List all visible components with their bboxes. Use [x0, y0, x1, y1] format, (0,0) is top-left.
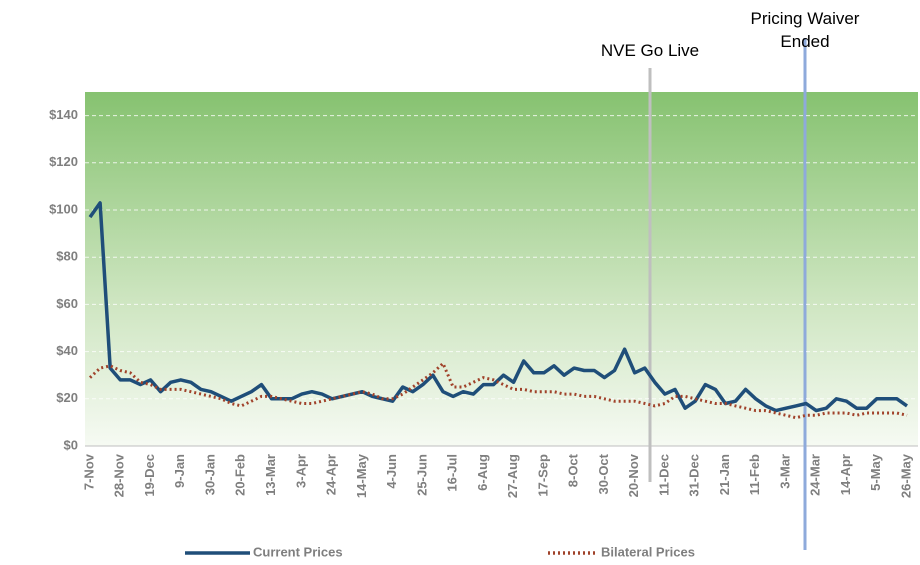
x-tick-label: 28-Nov [112, 453, 127, 497]
y-tick-label: $60 [56, 296, 78, 311]
x-tick-label: 14-May [354, 453, 369, 498]
y-tick-label: $100 [49, 201, 78, 216]
plot-area [85, 92, 918, 446]
x-tick-label: 11-Feb [747, 454, 762, 495]
x-tick-label: 21-Jan [717, 454, 732, 495]
x-tick-label: 30-Oct [596, 453, 611, 494]
annotation: NVE Go Live [600, 41, 700, 60]
x-tick-label: 25-Jun [414, 454, 429, 496]
x-tick-label: 24-Mar [808, 454, 823, 496]
legend-label: Current Prices [253, 544, 343, 559]
x-tick-label: 5-May [868, 453, 883, 491]
y-tick-label: $140 [49, 107, 78, 122]
x-tick-label: 31-Dec [687, 454, 702, 497]
series-line [88, 201, 909, 413]
x-tick-label: 20-Feb [233, 454, 248, 496]
x-tick-label: 16-Jul [445, 454, 460, 492]
x-tick-label: 20-Nov [626, 453, 641, 497]
y-tick-label: $0 [64, 437, 78, 452]
y-tick-label: $20 [56, 390, 78, 405]
y-tick-label: $40 [56, 343, 78, 358]
x-tick-label: 14-Apr [838, 454, 853, 495]
x-tick-label: 27-Aug [505, 454, 520, 498]
x-tick-label: 6-Aug [475, 454, 490, 491]
x-tick-label: 11-Dec [656, 454, 671, 496]
x-tick-label: 3-Apr [293, 454, 308, 488]
series-line [88, 361, 908, 420]
x-tick-label: 4-Jun [384, 454, 399, 489]
x-tick-label: 8-Oct [566, 453, 581, 487]
x-tick-label: 17-Sep [535, 454, 550, 497]
x-tick-label: 7-Nov [81, 453, 96, 490]
legend-label: Bilateral Prices [601, 544, 695, 559]
x-tick-label: 13-Mar [263, 454, 278, 496]
x-tick-label: 3-Mar [777, 454, 792, 489]
x-tick-label: 26-May [898, 453, 913, 498]
x-tick-label: 19-Dec [142, 454, 157, 497]
y-tick-label: $80 [56, 249, 78, 264]
y-tick-label: $120 [49, 154, 78, 169]
x-tick-label: 30-Jan [202, 454, 217, 495]
annotation: Pricing Waiver Ended [750, 9, 860, 51]
x-tick-label: 9-Jan [172, 454, 187, 488]
x-tick-label: 24-Apr [324, 454, 339, 495]
